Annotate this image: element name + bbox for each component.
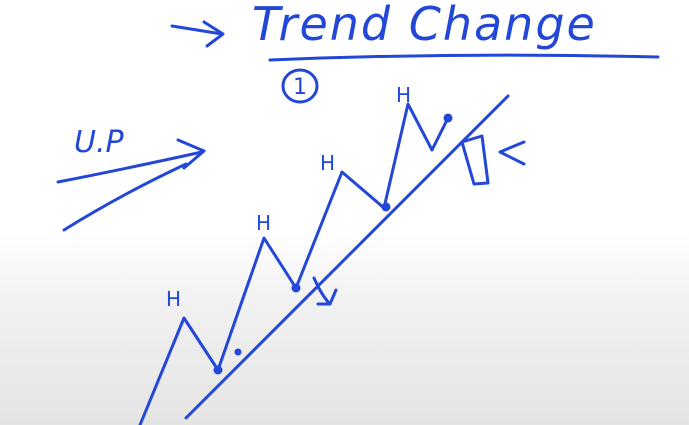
touch-point	[234, 348, 242, 356]
heading-arrow-icon	[170, 20, 225, 48]
touch-point	[443, 113, 453, 123]
touch-point	[291, 283, 301, 293]
touch-point	[213, 365, 223, 375]
peak-label: H	[396, 83, 411, 107]
circled-number: 1	[281, 68, 319, 104]
peak-label: H	[256, 211, 271, 235]
bounce-arrow-icon	[312, 276, 338, 306]
trend-label-underline	[56, 150, 204, 184]
trend-arrow-icon	[176, 138, 206, 170]
heading-underline	[268, 53, 660, 62]
trend-arrow-lower	[62, 162, 188, 232]
heading-title: Trend Change	[252, 0, 597, 51]
peak-label: H	[320, 151, 335, 175]
peak-label: H	[166, 287, 181, 311]
break-pointer-arrow-icon	[498, 140, 526, 166]
trend-label: U.P	[74, 125, 124, 160]
touch-point	[381, 202, 391, 212]
circled-number-text: 1	[293, 75, 307, 100]
trendline	[184, 94, 510, 420]
price-wave	[138, 102, 450, 425]
break-box	[460, 134, 490, 186]
